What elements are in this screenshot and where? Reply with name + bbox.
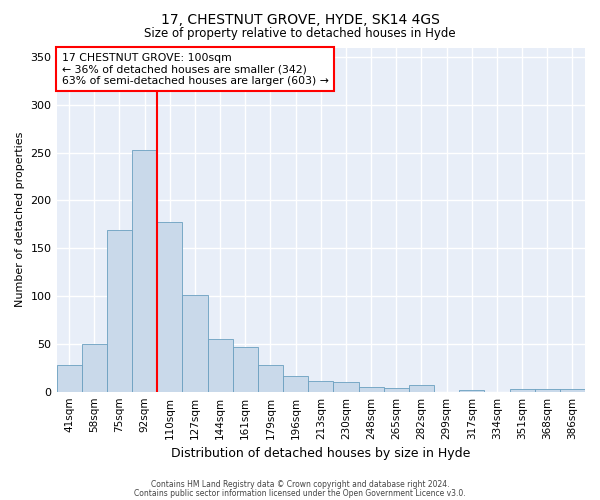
Text: 17 CHESTNUT GROVE: 100sqm
← 36% of detached houses are smaller (342)
63% of semi: 17 CHESTNUT GROVE: 100sqm ← 36% of detac… — [62, 52, 329, 86]
Bar — [334, 382, 359, 392]
Bar — [308, 381, 334, 392]
Bar — [459, 390, 484, 392]
Text: Contains public sector information licensed under the Open Government Licence v3: Contains public sector information licen… — [134, 488, 466, 498]
Bar — [283, 376, 308, 392]
Text: Contains HM Land Registry data © Crown copyright and database right 2024.: Contains HM Land Registry data © Crown c… — [151, 480, 449, 489]
Bar — [258, 365, 283, 392]
Text: 17, CHESTNUT GROVE, HYDE, SK14 4GS: 17, CHESTNUT GROVE, HYDE, SK14 4GS — [161, 12, 439, 26]
Bar — [233, 346, 258, 392]
Bar — [409, 385, 434, 392]
Bar — [383, 388, 409, 392]
Bar — [157, 222, 182, 392]
Bar — [359, 387, 383, 392]
Bar — [107, 230, 132, 392]
Y-axis label: Number of detached properties: Number of detached properties — [15, 132, 25, 308]
Bar — [132, 150, 157, 392]
Bar — [56, 365, 82, 392]
X-axis label: Distribution of detached houses by size in Hyde: Distribution of detached houses by size … — [171, 447, 470, 460]
Bar — [208, 339, 233, 392]
Bar — [560, 389, 585, 392]
Bar — [182, 295, 208, 392]
Bar — [82, 344, 107, 392]
Bar — [535, 389, 560, 392]
Bar — [509, 389, 535, 392]
Text: Size of property relative to detached houses in Hyde: Size of property relative to detached ho… — [144, 28, 456, 40]
